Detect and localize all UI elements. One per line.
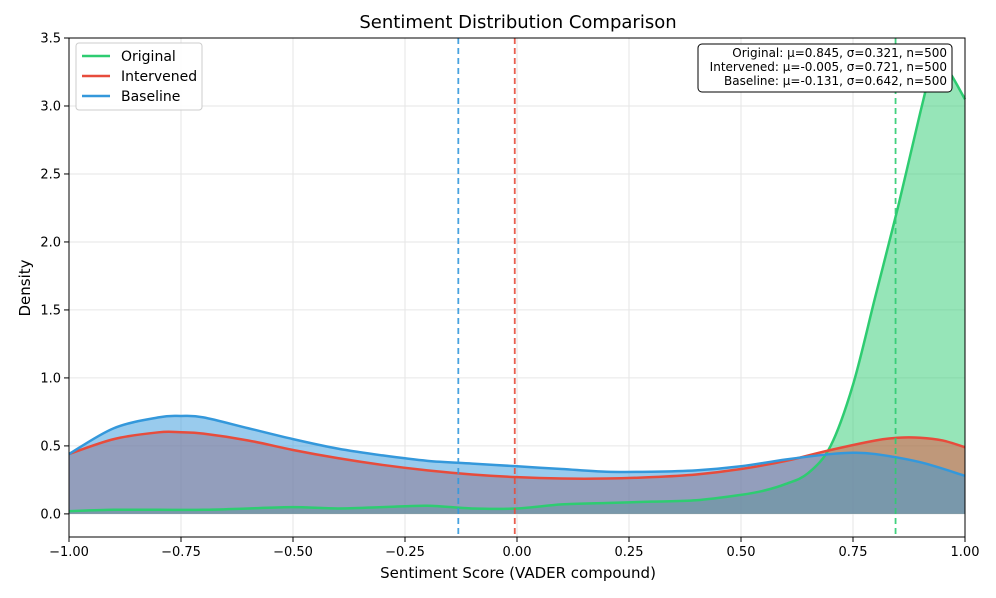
x-tick-label: 0.25 xyxy=(615,545,644,560)
line-original xyxy=(68,59,967,513)
y-tick-label: 1.0 xyxy=(40,371,61,386)
density-fills xyxy=(69,60,965,514)
legend-label-baseline: Baseline xyxy=(121,89,180,105)
x-tick-label: 0.50 xyxy=(727,545,756,560)
x-axis-label: Sentiment Score (VADER compound) xyxy=(380,564,656,582)
x-tick-label: 1.00 xyxy=(951,545,980,560)
legend-box xyxy=(75,42,203,111)
y-tick-label: 1.5 xyxy=(40,303,61,318)
y-tick-label: 0.0 xyxy=(40,507,61,522)
mean-lines xyxy=(457,38,897,537)
y-axis-label: Density xyxy=(16,259,34,316)
x-tick-label: −1.00 xyxy=(49,545,89,560)
x-tick-label: 0.75 xyxy=(839,545,868,560)
area-baseline xyxy=(69,415,965,514)
line-baseline xyxy=(68,414,966,478)
y-tick-label: 3.5 xyxy=(40,32,61,47)
stats-line-intervened: Intervened: μ=-0.005, σ=0.721, n=500 xyxy=(710,60,947,74)
legend-label-original: Original xyxy=(121,49,176,65)
axis-ticks: −1.00 −0.75 −0.50 −0.25 0.00 0.25 0.50 0.75 1.00… xyxy=(40,32,979,561)
chart-title: Sentiment Distribution Comparison xyxy=(359,12,676,33)
legend-label-intervened: Intervened xyxy=(121,69,197,85)
y-tick-label: 2.5 xyxy=(40,167,61,182)
stats-line-original: Original: μ=0.845, σ=0.321, n=500 xyxy=(732,46,947,60)
y-tick-label: 0.5 xyxy=(40,439,61,454)
x-tick-label: −0.50 xyxy=(273,545,313,560)
y-tick-label: 2.0 xyxy=(40,235,61,250)
density-lines xyxy=(68,59,967,513)
stats-box-frame xyxy=(697,43,953,93)
legend: Original Intervened Baseline xyxy=(75,42,203,111)
x-tick-label: −0.25 xyxy=(385,545,425,560)
x-tick-label: −0.75 xyxy=(161,545,201,560)
x-tick-label: 0.00 xyxy=(503,545,532,560)
y-tick-label: 3.0 xyxy=(40,99,61,114)
line-intervened xyxy=(68,430,966,480)
stats-box: Original: μ=0.845, σ=0.321, n=500 Interv… xyxy=(697,43,953,93)
stats-line-baseline: Baseline: μ=-0.131, σ=0.642, n=500 xyxy=(724,74,947,88)
